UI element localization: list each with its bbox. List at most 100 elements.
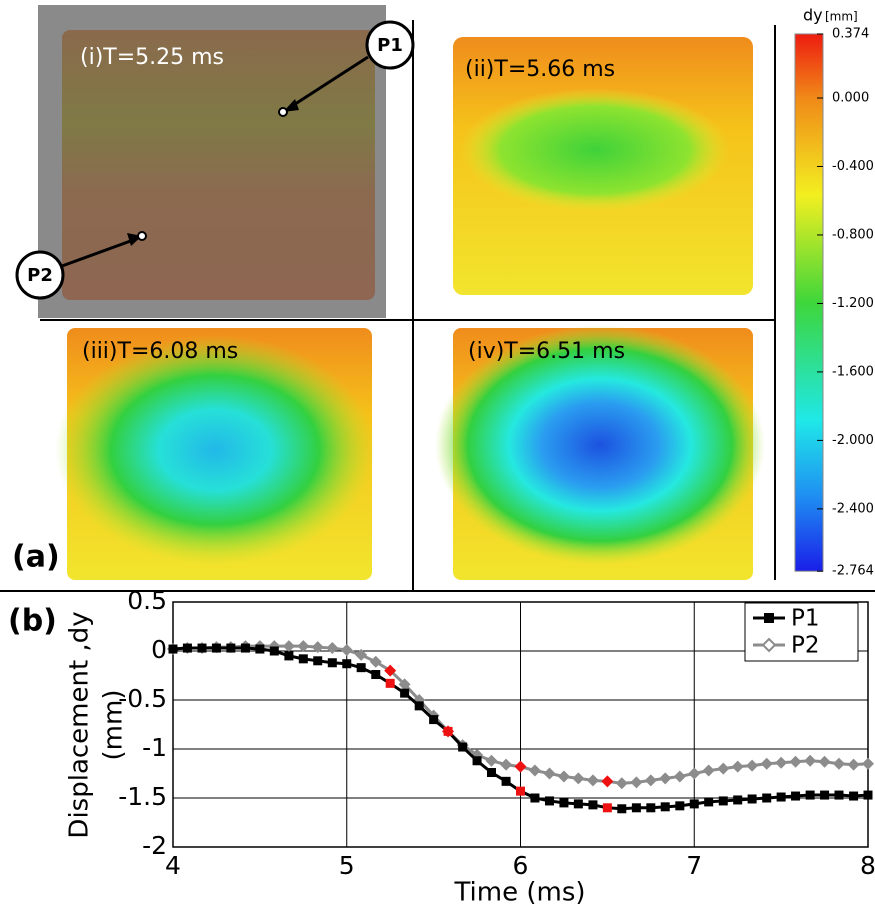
data-point [355,648,368,661]
data-point [789,755,802,768]
data-point [197,643,207,653]
data-point [528,764,541,777]
data-point [327,658,337,668]
colorbar-ticks: 0.374 0.000 -0.400 -0.800 -1.200 -1.600 -2.000… [817,26,874,579]
point-label: P2 [27,265,53,286]
data-point [486,768,496,778]
data-point [398,678,411,691]
x-tick-label: 6 [513,851,529,880]
colorbar-tick-label: -0.800 [832,227,874,242]
photo [62,30,375,300]
data-point [516,786,525,796]
plot-frame [172,601,869,848]
point-marker [137,231,147,241]
data-point [863,790,873,800]
x-axis-label: Time (ms) [453,878,585,908]
y-axis-label: (mm) [99,690,129,761]
data-point [847,758,860,771]
point-label: P1 [377,35,403,56]
point-badge [365,20,415,70]
frame-label: (ii)T=5.66 ms [465,57,615,82]
data-point [384,664,397,677]
arrow-head [283,99,299,112]
data-point [760,757,773,770]
data-point [269,646,279,656]
colorbar-tick-label: 0.374 [832,26,869,41]
data-point [240,643,250,653]
panel-label: (b) [8,604,57,639]
y-tick-label: -1 [142,733,167,762]
data-point [630,776,643,789]
data-point [731,760,744,773]
data-point [326,642,339,655]
frame-label: (iii)T=6.08 ms [82,339,238,364]
data-point [617,804,627,814]
heatmap-region [460,88,730,212]
data-point [342,659,352,669]
data-point [804,754,817,767]
data-point [659,772,672,785]
data-point [702,764,715,777]
data-point [586,774,599,787]
data-point [689,799,699,809]
data-point [255,644,265,654]
data-point [559,798,569,808]
legend-marker [764,613,774,623]
data-point [747,794,757,804]
data-point [414,701,424,711]
data-point [805,790,815,800]
y-tick-label: -1.5 [118,782,167,811]
data-point [356,663,366,673]
colorbar-unit: [mm] [825,10,858,24]
data-point [298,654,308,664]
data-point [429,715,439,725]
data-point [820,790,830,800]
colorbar-tick-label: -1.600 [832,364,874,379]
data-point [849,791,859,801]
data-point [615,777,628,790]
data-point [226,643,236,653]
point-badge [15,250,65,300]
colorbar-tick-label: -0.400 [832,159,874,174]
data-point [601,775,614,788]
data-point [688,767,701,780]
data-point [573,799,583,809]
x-tick-label: 4 [165,851,181,880]
legend-label: P1 [791,606,820,632]
data-point [775,756,788,769]
data-point [791,791,801,801]
data-point [644,774,657,787]
data-point [762,793,772,803]
data-point [443,726,453,736]
data-point [733,795,743,805]
data-point [530,793,540,803]
data-point [284,651,294,661]
data-point [385,678,395,688]
data-point [557,770,570,783]
data-point [369,655,382,668]
frame-label: (i)T=5.25 ms [80,45,224,70]
data-point [168,644,178,654]
colorbar-tick-label: 0.000 [832,91,869,106]
data-point [458,742,468,752]
data-point [704,797,714,807]
data-point [660,802,670,812]
colorbar-tick-label: -2.400 [832,501,874,516]
heatmap-region [435,325,765,565]
data-point [297,640,310,653]
panel-label: (a) [12,540,60,575]
data-point [400,688,410,698]
data-point [673,770,686,783]
data-point [371,670,381,680]
x-tick-label: 8 [860,851,875,880]
data-point [631,803,641,813]
data-point [646,803,656,813]
data-point [501,776,511,786]
data-point [472,756,482,766]
data-point [182,643,192,653]
frame-label: (iv)T=6.51 ms [468,339,625,364]
pointer-arrow [288,55,369,110]
data-point [340,644,353,657]
